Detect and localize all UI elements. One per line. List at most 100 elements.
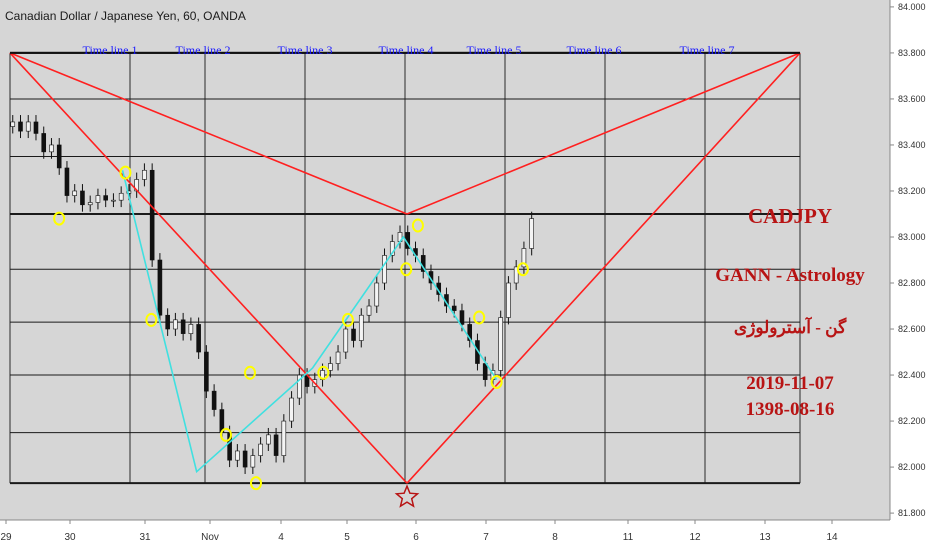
time-line-label: Time line 1 xyxy=(83,43,138,57)
price-tick-label: 82.000 xyxy=(898,462,926,472)
candle-up xyxy=(188,324,194,334)
candle-down xyxy=(180,319,186,334)
candle-up xyxy=(235,450,240,461)
time-tick-label: 6 xyxy=(413,532,419,543)
candle-down xyxy=(18,121,23,132)
candle-up xyxy=(87,202,93,206)
time-line-label: Time line 2 xyxy=(176,43,231,57)
swing-marker xyxy=(400,262,413,277)
annotation-method: GANN - Astrology xyxy=(715,265,865,286)
gann-fan-lines xyxy=(9,51,801,508)
candle-up xyxy=(142,169,147,180)
candle-down xyxy=(467,324,473,341)
swing-marker xyxy=(145,312,158,327)
candles xyxy=(10,115,534,474)
time-tick-label: 13 xyxy=(759,532,771,543)
swing-markers xyxy=(53,165,529,491)
annotation-date-solar: 1398-08-16 xyxy=(746,399,835,420)
price-tick-label: 83.000 xyxy=(898,232,926,242)
candle-up xyxy=(49,144,54,153)
swing-marker xyxy=(53,211,66,226)
time-tick-label: 12 xyxy=(689,532,701,543)
swing-marker xyxy=(244,365,256,380)
price-tick-label: 83.800 xyxy=(898,48,926,58)
candle-down xyxy=(165,314,170,330)
candle-down xyxy=(149,169,155,261)
price-tick-label: 82.400 xyxy=(898,370,926,380)
candle-up xyxy=(513,266,519,284)
gann-fan-line xyxy=(406,52,801,215)
time-line-label: Time line 3 xyxy=(278,43,333,57)
annotation-persian-title: گن - آسترولوژی xyxy=(734,316,847,338)
candle-up xyxy=(173,319,178,330)
time-tick-label: Nov xyxy=(201,532,219,543)
candle-up xyxy=(72,190,78,196)
time-line-label: Time line 7 xyxy=(680,43,735,57)
candle-up xyxy=(118,192,124,201)
grid xyxy=(9,52,801,484)
candle-up xyxy=(25,121,31,132)
swing-marker xyxy=(490,374,503,389)
candle-up xyxy=(529,218,534,249)
swing-marker xyxy=(516,262,529,277)
price-tick-label: 84.000 xyxy=(898,2,926,12)
candle-down xyxy=(41,133,47,153)
candle-up xyxy=(327,363,333,371)
plot-background xyxy=(0,0,890,520)
candle-down xyxy=(451,305,457,311)
gann-fan-line xyxy=(406,52,801,484)
candle-up xyxy=(389,241,395,256)
candle-up xyxy=(281,420,287,456)
time-tick-label: 31 xyxy=(139,532,151,543)
time-tick-label: 11 xyxy=(623,532,634,543)
candle-up xyxy=(335,351,341,364)
gann-fan-line xyxy=(9,52,408,215)
time-axis-ticks: 29 30 31 Nov 4 5 6 7 8 11 12 13 14 xyxy=(0,520,838,543)
swing-marker xyxy=(473,310,486,325)
candle-up xyxy=(343,328,349,353)
candle-up xyxy=(250,455,256,468)
candle-down xyxy=(211,390,217,410)
price-axis-ticks: 84.000 83.800 83.600 83.400 83.200 83.000 82.8… xyxy=(890,2,926,518)
price-tick-label: 82.600 xyxy=(898,324,926,334)
time-tick-label: 8 xyxy=(552,532,558,543)
candle-down xyxy=(80,190,85,206)
annotations: CADJPY GANN - Astrology گن - آسترولوژی 2019… xyxy=(715,204,865,420)
time-axis-background xyxy=(0,520,890,550)
candle-up xyxy=(10,121,16,127)
swing-line xyxy=(121,170,498,474)
candle-up xyxy=(374,282,380,307)
swing-marker xyxy=(220,427,232,442)
candle-up xyxy=(521,248,527,268)
candle-up xyxy=(258,443,263,456)
time-line-label: Time line 5 xyxy=(467,43,522,57)
price-axis-background xyxy=(890,0,932,520)
candle-up xyxy=(366,305,372,316)
candle-down xyxy=(196,324,201,353)
price-tick-label: 83.400 xyxy=(898,140,926,150)
annotation-date-gregorian: 2019-11-07 xyxy=(746,373,834,394)
candle-down xyxy=(482,363,488,380)
candle-down xyxy=(33,121,39,134)
candle-down xyxy=(56,144,62,169)
candle-up xyxy=(297,374,302,399)
swing-marker xyxy=(317,365,330,380)
time-tick-label: 14 xyxy=(826,532,838,543)
annotation-symbol: CADJPY xyxy=(748,204,832,228)
swing-marker xyxy=(119,165,132,180)
time-line-label: Time line 4 xyxy=(379,43,434,57)
candle-up xyxy=(111,199,116,202)
price-tick-label: 81.800 xyxy=(898,508,926,518)
swing-marker xyxy=(341,312,354,327)
candle-down xyxy=(351,328,356,341)
time-tick-label: 30 xyxy=(64,532,76,543)
time-line-labels: Time line 1 Time line 2 Time line 3 Time li… xyxy=(83,43,735,57)
candle-up xyxy=(358,314,364,341)
candle-up xyxy=(498,317,503,371)
candle-up xyxy=(289,397,294,422)
candle-down xyxy=(157,259,163,316)
candle-down xyxy=(242,450,248,468)
candle-down xyxy=(273,434,279,456)
